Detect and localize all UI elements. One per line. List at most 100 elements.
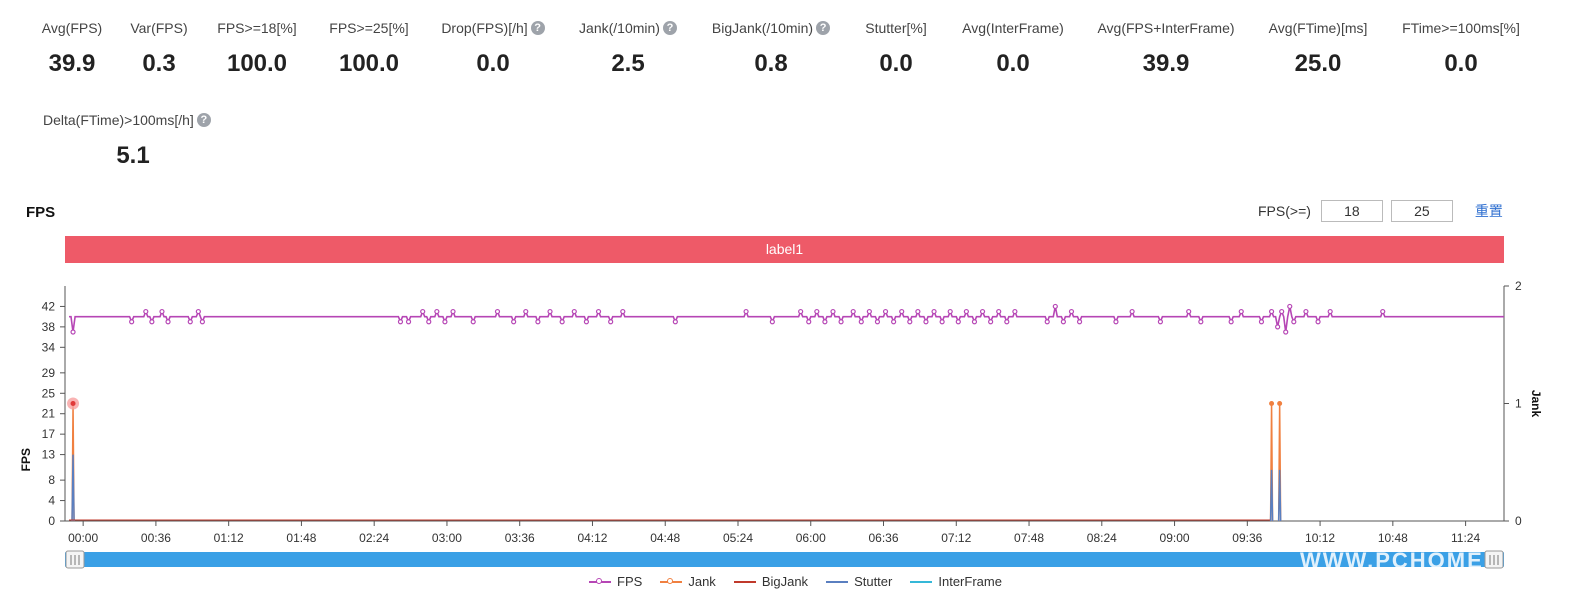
metric-value: 39.9 (1142, 50, 1190, 77)
fps-point (470, 319, 476, 325)
fps-point (743, 308, 749, 315)
x-tick-label: 09:36 (1232, 531, 1262, 545)
y2-tick-label: 1 (1515, 397, 1522, 411)
x-tick-label: 10:48 (1378, 531, 1408, 545)
fps-threshold-high-input[interactable] (1390, 200, 1453, 222)
fps-point (159, 308, 165, 315)
fps-point (143, 308, 149, 315)
y-tick-label: 25 (42, 386, 56, 400)
fps-point (1327, 308, 1333, 315)
metric: FTime>=100ms[%] 0.0 (1371, 20, 1551, 78)
fps-point (923, 319, 929, 325)
fps-point (915, 308, 921, 315)
stutter-spike (1269, 469, 1274, 522)
legend-item[interactable]: FPS (589, 574, 642, 589)
legend-item[interactable]: BigJank (733, 574, 809, 589)
stutter-spike (71, 454, 75, 522)
fps-point (806, 319, 812, 325)
fps-point (450, 308, 456, 315)
y-tick-label: 4 (48, 494, 55, 508)
fps-point (523, 308, 529, 315)
legend-item[interactable]: InterFrame (910, 574, 1002, 589)
metric-value: 25.0 (1294, 50, 1342, 77)
legend-item[interactable]: Jank (660, 574, 716, 589)
zoom-track (65, 552, 1504, 567)
metric-value: 100.0 (226, 50, 288, 77)
fps-point (955, 319, 961, 325)
fps-point (620, 308, 626, 315)
metric-label-text: FPS>=18[%] (217, 20, 297, 36)
x-tick-label: 02:24 (359, 531, 389, 545)
fps-point (822, 319, 828, 325)
fps-point (1004, 319, 1010, 325)
metric: Stutter[%] 0.0 (806, 20, 986, 78)
fps-point (866, 308, 872, 315)
jank-point (1269, 401, 1275, 406)
metric-label: Avg(FPS+InterFrame) (1076, 20, 1256, 36)
fps-point (882, 308, 889, 315)
fps-point (187, 319, 193, 325)
y-tick-label: 42 (42, 299, 56, 313)
y-tick-label: 21 (42, 407, 56, 421)
legend-label: BigJank (761, 574, 809, 589)
fps-point (1068, 308, 1075, 315)
fps-point (511, 319, 517, 325)
metric-label-text: FPS>=25[%] (329, 20, 409, 36)
fps-point (1275, 324, 1281, 330)
fps-point (907, 319, 913, 325)
metric: Avg(FTime)[ms] 25.0 (1228, 20, 1408, 78)
fps-threshold-control: FPS(>=) 重置 (1258, 200, 1503, 222)
fps-point (891, 319, 897, 325)
fps-point (1052, 303, 1058, 310)
help-icon[interactable]: ? (196, 113, 211, 127)
fps-point (149, 319, 155, 325)
metric: Delta(FTime)>100ms[/h]? 5.1 (43, 112, 223, 170)
metric-value: 0.0 (476, 50, 510, 77)
metric-label: FPS>=25[%] (279, 20, 459, 36)
metric-label-text: Drop(FPS)[/h] (441, 20, 528, 36)
legend-item[interactable]: Stutter (826, 574, 892, 589)
fps-point (979, 308, 986, 315)
help-icon[interactable]: ? (530, 21, 545, 35)
fps-point (1287, 303, 1293, 310)
metric: FPS>=25[%] 100.0 (279, 20, 459, 78)
metric-value: 5.1 (116, 142, 150, 169)
fps-point (165, 319, 171, 325)
legend-swatch (733, 576, 756, 588)
watermark: WWW.PCHOME (1300, 548, 1484, 573)
fps-threshold-low-input[interactable] (1320, 200, 1383, 222)
label-bar[interactable]: label1 (65, 236, 1504, 263)
fps-point (1044, 319, 1050, 325)
y-tick-label: 34 (42, 340, 56, 354)
y2-tick-label: 2 (1515, 279, 1522, 293)
metric: Avg(FPS+InterFrame) 39.9 (1076, 20, 1256, 78)
highlight-point (70, 401, 76, 406)
metric: Avg(InterFrame) 0.0 (923, 20, 1103, 78)
fps-point (1012, 308, 1018, 315)
fps-point (1113, 319, 1119, 325)
x-tick-label: 04:48 (650, 531, 680, 545)
fps-point (931, 308, 937, 315)
jank-point (1277, 401, 1283, 406)
fps-point (1303, 308, 1309, 315)
fps-point (1157, 319, 1164, 325)
y-tick-label: 17 (42, 427, 56, 441)
x-tick-label: 07:48 (1014, 531, 1044, 545)
reset-link[interactable]: 重置 (1474, 203, 1503, 219)
y-tick-label: 29 (42, 366, 56, 380)
y-tick-label: 13 (42, 448, 56, 462)
help-icon[interactable]: ? (816, 21, 831, 35)
metric: Var(FPS) 0.3 (69, 20, 249, 78)
fps-point (535, 319, 541, 325)
metric-label: Avg(FTime)[ms] (1228, 20, 1408, 36)
fps-point (1076, 319, 1083, 325)
fps-point (608, 319, 614, 325)
fps-threshold-label: FPS(>=) (1258, 203, 1311, 219)
fps-point (426, 319, 432, 325)
help-icon[interactable]: ? (662, 21, 677, 35)
fps-series-line (69, 306, 1504, 333)
y-axis-title: FPS (19, 448, 33, 471)
x-tick-label: 04:12 (577, 531, 607, 545)
fps-point (971, 319, 978, 325)
fps-point (583, 319, 590, 325)
